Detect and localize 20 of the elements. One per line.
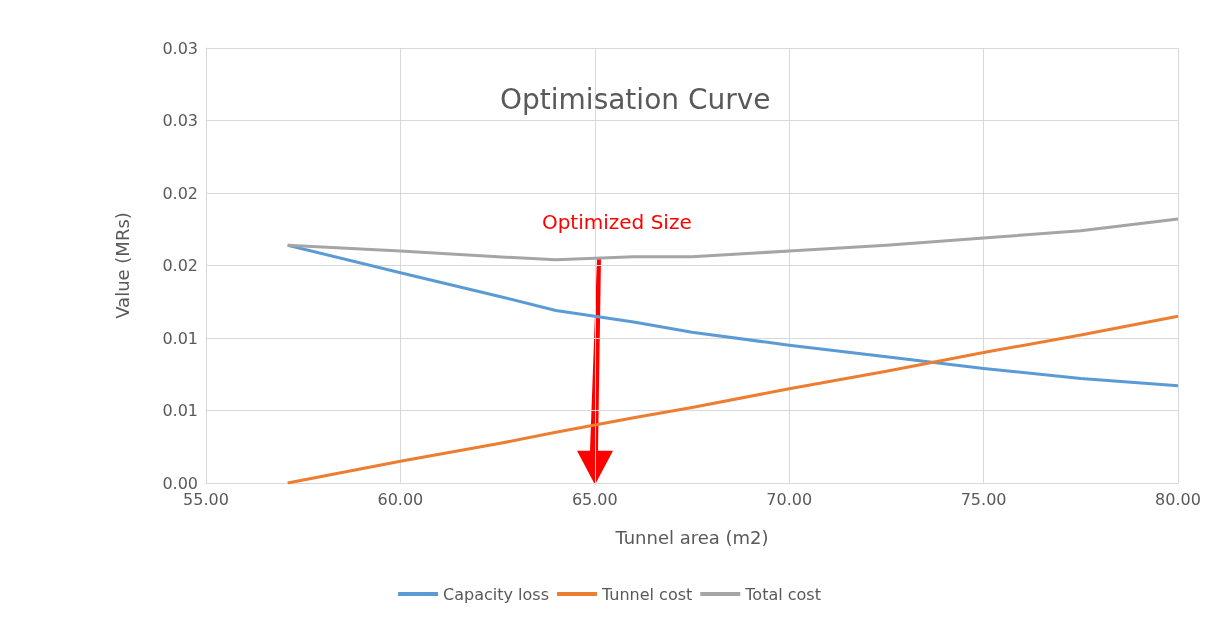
y-tick-label: 0.02 <box>162 256 198 275</box>
y-tick-label: 0.03 <box>162 111 198 130</box>
x-axis-title: Tunnel area (m2) <box>614 526 769 548</box>
line-series <box>286 243 1180 388</box>
x-tick-label: 70.00 <box>766 489 813 509</box>
y-tick-label: 0.01 <box>162 401 198 420</box>
y-tick-label: 0.01 <box>162 328 198 348</box>
legend-label: Capacity loss <box>443 584 549 604</box>
y-tick-label: 0.03 <box>162 38 198 58</box>
annotation: Optimized Size <box>541 210 692 235</box>
x-tick-label: 80.00 <box>1155 489 1201 509</box>
x-tick-label: 65.00 <box>571 489 618 509</box>
text: Optimisation Curve <box>500 82 771 116</box>
y-tick-label: 0.02 <box>162 183 198 203</box>
legend-label: Total cost <box>744 584 821 604</box>
line-series <box>286 314 1180 485</box>
legend-label: Tunnel cost <box>600 584 693 604</box>
x-tick-label: 75.00 <box>960 489 1007 509</box>
x-tick-label: 60.00 <box>377 489 424 509</box>
y-axis-title: Value (MRs) <box>111 212 133 319</box>
